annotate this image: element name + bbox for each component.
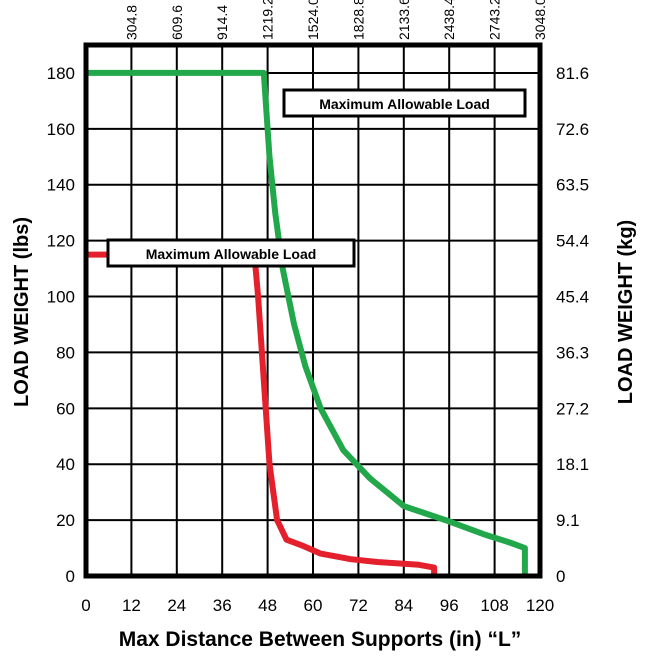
- series-label: Maximum Allowable Load: [319, 96, 490, 112]
- x-tick-label: 96: [440, 596, 459, 615]
- top-tick-label: 2133.6: [396, 0, 412, 40]
- y-tick-label-right: 9.1: [556, 511, 580, 530]
- callout-box: [282, 88, 527, 118]
- y-tick-label: 60: [56, 399, 75, 418]
- x-axis-title: Max Distance Between Supports (in) “L”: [119, 628, 522, 651]
- y-tick-label-right: 81.6: [556, 64, 589, 83]
- top-tick-label: 3048.0: [532, 0, 548, 40]
- y-tick-label-right: 54.4: [556, 232, 589, 251]
- y-tick-label-right: 72.6: [556, 120, 589, 139]
- x-tick-label: 48: [258, 596, 277, 615]
- plot-frame: [83, 42, 543, 579]
- y-tick-label: 0: [66, 567, 75, 586]
- y-tick-label-right: 36.3: [556, 343, 589, 362]
- top-tick-label: 609.6: [169, 5, 185, 40]
- y-tick-label-right: 18.1: [556, 455, 589, 474]
- grid-lines: [86, 45, 540, 576]
- x-tick-label: 0: [81, 596, 90, 615]
- y-tick-label: 20: [56, 511, 75, 530]
- series-lines: [86, 69, 528, 576]
- x-tick-label: 60: [304, 596, 323, 615]
- callouts: Maximum Allowable Load Maximum Allowable …: [106, 88, 527, 268]
- y-axis-title: LOAD WEIGHT (lbs): [11, 217, 33, 407]
- series-label: Maximum Allowable Load: [146, 246, 317, 262]
- x-tick-label: 12: [122, 596, 141, 615]
- top-tick-label: 304.8: [123, 5, 139, 40]
- top-tick-label: 1524.0: [305, 0, 321, 40]
- y-tick-label-right: 27.2: [556, 399, 589, 418]
- top-tick-label: 2743.2: [487, 0, 503, 40]
- x-tick-label: 120: [526, 596, 554, 615]
- y-tick-label: 120: [47, 232, 75, 251]
- y-tick-label-right: 63.5: [556, 176, 589, 195]
- y-tick-label: 160: [47, 120, 75, 139]
- x-tick-label: 24: [167, 596, 186, 615]
- x-tick-label: 84: [394, 596, 413, 615]
- y-tick-label-right: 45.4: [556, 288, 589, 307]
- top-tick-label: 914.4: [214, 5, 230, 40]
- y-tick-label: 140: [47, 176, 75, 195]
- y-axis-title-right: LOAD WEIGHT (kg): [615, 220, 637, 404]
- top-tick-label: 1828.8: [350, 0, 366, 40]
- top-tick-label: 1219.2: [260, 0, 276, 40]
- y-tick-label: 80: [56, 343, 75, 362]
- y-tick-label: 180: [47, 64, 75, 83]
- series-line-2: [86, 251, 438, 576]
- callout-box: [106, 238, 356, 268]
- series-line-1: [86, 69, 528, 576]
- x-tick-label: 36: [213, 596, 232, 615]
- y-tick-label: 40: [56, 455, 75, 474]
- y-tick-label: 100: [47, 288, 75, 307]
- y-tick-label-right: 0: [556, 567, 565, 586]
- x-tick-label: 108: [480, 596, 508, 615]
- top-tick-label: 2438.4: [441, 0, 457, 40]
- x-tick-label: 72: [349, 596, 368, 615]
